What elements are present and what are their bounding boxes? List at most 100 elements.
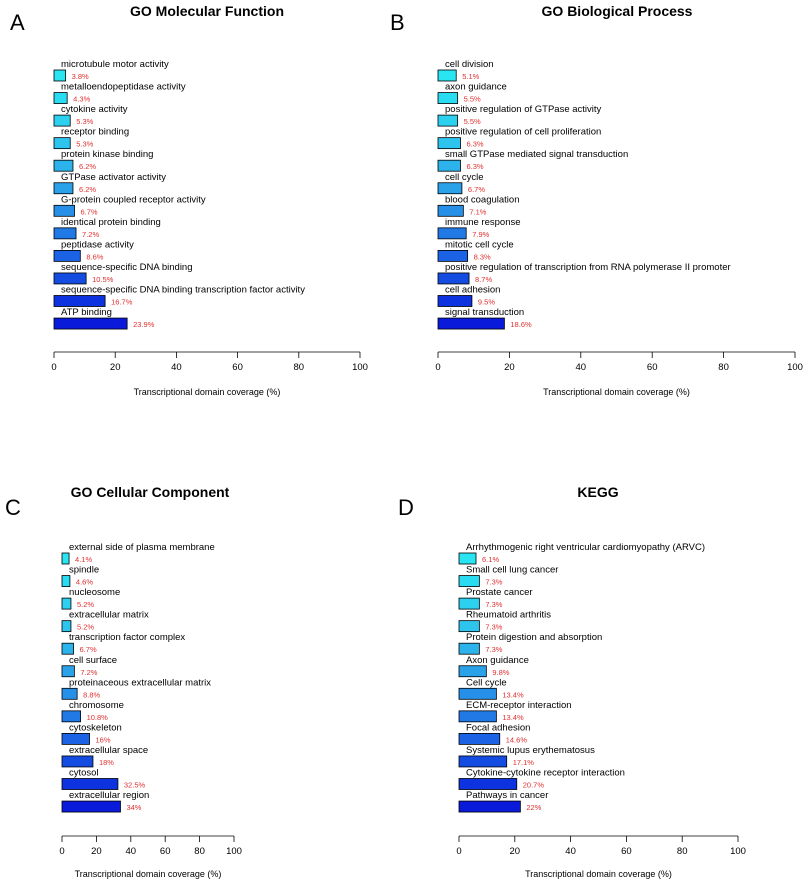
bar — [458, 733, 501, 745]
x-tick-label: 40 — [576, 362, 587, 373]
category-label: extracellular space — [69, 745, 148, 756]
bar — [61, 575, 71, 587]
x-axis-label: Transcriptional domain coverage (%) — [75, 869, 222, 879]
x-tick-label: 60 — [232, 362, 243, 373]
x-tick-label: 80 — [718, 362, 729, 373]
bar — [53, 317, 128, 330]
bar — [61, 687, 78, 700]
value-label: 13.4% — [502, 713, 524, 722]
bar — [458, 620, 480, 633]
category-label: Protein digestion and absorption — [466, 632, 602, 643]
panel-letter: D — [398, 495, 414, 520]
category-label: cytosol — [69, 768, 99, 779]
x-axis-label: Transcriptional domain coverage (%) — [543, 387, 690, 397]
category-label: identical protein binding — [61, 217, 161, 228]
bar — [458, 642, 480, 655]
x-tick-label: 100 — [352, 362, 368, 373]
panel-d: D KEGG Arrhythmogenic right ventricular ca… — [398, 484, 746, 879]
value-label: 5.2% — [77, 623, 94, 632]
x-tick-label: 100 — [730, 846, 746, 857]
value-label: 20.7% — [523, 781, 545, 790]
bar — [61, 620, 72, 633]
x-tick-label: 0 — [51, 362, 56, 373]
bar — [53, 249, 81, 262]
value-label: 5.3% — [76, 117, 93, 126]
value-label: 4.1% — [75, 555, 92, 564]
x-tick-label: 40 — [126, 846, 137, 857]
bar — [437, 137, 461, 150]
x-tick-label: 60 — [647, 362, 658, 373]
category-label: nucleosome — [69, 587, 120, 598]
value-label: 17.1% — [513, 758, 535, 767]
category-label: sequence-specific DNA binding — [61, 262, 193, 273]
bar — [458, 710, 497, 723]
value-label: 22% — [526, 803, 541, 812]
panel-b: B GO Biological Process cell division 5.1%a… — [390, 3, 803, 397]
bar — [53, 204, 75, 217]
value-label: 9.8% — [492, 668, 509, 677]
category-label: positive regulation of GTPase activity — [445, 104, 602, 115]
value-label: 7.1% — [469, 207, 486, 216]
category-label: Systemic lupus erythematosus — [466, 745, 595, 756]
bar — [61, 733, 90, 745]
category-label: metalloendopeptidase activity — [61, 82, 186, 93]
category-label: receptor binding — [61, 127, 129, 138]
bar — [61, 778, 119, 790]
x-tick-label: 40 — [171, 362, 182, 373]
x-tick-label: 80 — [677, 846, 688, 857]
category-label: mitotic cell cycle — [445, 239, 514, 250]
bar — [53, 182, 74, 195]
chart-title: GO Cellular Component — [71, 484, 230, 500]
value-label: 7.3% — [485, 623, 502, 632]
value-label: 6.7% — [80, 645, 97, 654]
category-label: Prostate cancer — [466, 587, 533, 598]
bar — [437, 182, 463, 195]
category-label: external side of plasma membrane — [69, 542, 215, 553]
x-tick-label: 20 — [510, 846, 521, 857]
chart-title: GO Biological Process — [542, 3, 693, 19]
value-label: 18% — [99, 758, 114, 767]
bar — [437, 249, 469, 262]
category-label: blood coagulation — [445, 194, 519, 205]
bar — [53, 92, 68, 104]
chart-title: GO Molecular Function — [130, 3, 284, 19]
bar — [61, 597, 72, 610]
value-label: 7.3% — [485, 645, 502, 654]
x-tick-label: 0 — [59, 846, 64, 857]
bar — [53, 137, 71, 150]
category-label: transcription factor complex — [69, 632, 185, 643]
value-label: 7.3% — [485, 600, 502, 609]
panel-letter: A — [10, 10, 25, 35]
value-label: 32.5% — [124, 781, 146, 790]
category-label: peptidase activity — [61, 239, 134, 250]
bar — [458, 800, 521, 813]
value-label: 6.3% — [466, 162, 483, 171]
x-tick-label: 20 — [110, 362, 121, 373]
bar — [458, 687, 497, 700]
value-label: 5.2% — [77, 600, 94, 609]
value-label: 14.6% — [506, 735, 528, 744]
value-label: 6.1% — [482, 555, 499, 564]
category-label: proteinaceous extracellular matrix — [69, 677, 211, 688]
bar — [437, 295, 473, 307]
value-label: 18.6% — [510, 320, 532, 329]
category-label: cytokine activity — [61, 104, 128, 115]
value-label: 3.8% — [72, 72, 89, 81]
value-label: 5.1% — [462, 72, 479, 81]
x-tick-label: 60 — [621, 846, 632, 857]
category-label: spindle — [69, 565, 99, 576]
bar — [53, 69, 67, 82]
value-label: 8.6% — [86, 252, 103, 261]
value-label: 5.3% — [76, 140, 93, 149]
x-tick-label: 40 — [565, 846, 576, 857]
category-label: Arrhythmogenic right ventricular cardiom… — [466, 542, 705, 553]
x-tick-label: 20 — [91, 846, 102, 857]
bar — [437, 317, 505, 330]
category-label: cell division — [445, 59, 494, 70]
bar — [61, 552, 70, 565]
value-label: 4.6% — [76, 578, 93, 587]
category-label: G-protein coupled receptor activity — [61, 194, 206, 205]
chart-title: KEGG — [577, 484, 618, 500]
bar — [458, 597, 480, 610]
category-label: cell surface — [69, 655, 117, 666]
